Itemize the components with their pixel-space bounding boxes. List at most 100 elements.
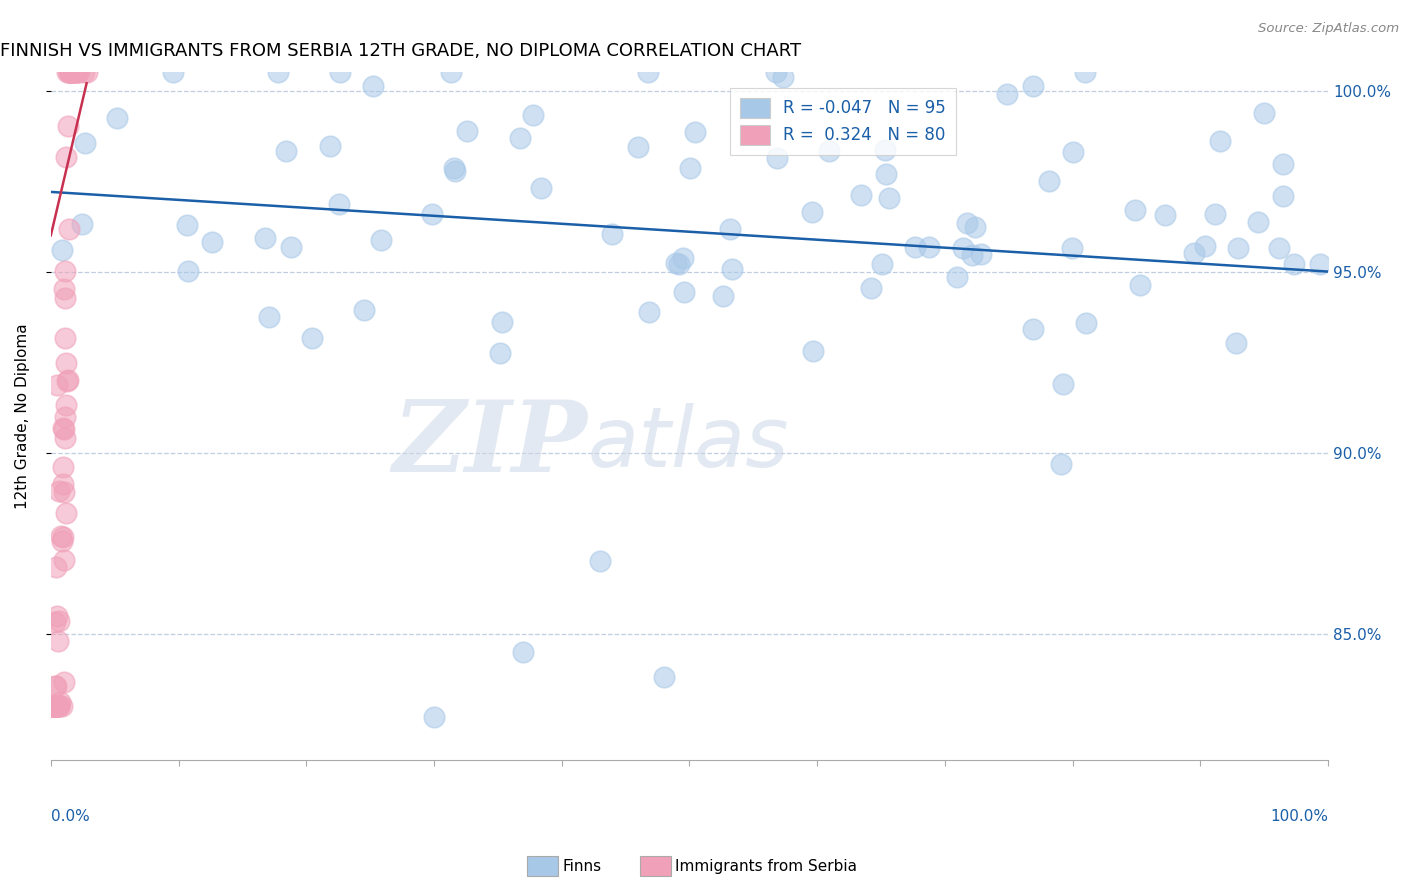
Point (1253, 106, 1275, 120)
Point (105, 111, 128, 125)
Point (52, 553, 75, 567)
Point (1309, 257, 1331, 271)
Point (1022, 78, 1045, 93)
Point (48, 699, 70, 714)
Point (51, 533, 73, 548)
Point (53, 282, 76, 296)
Point (52, 477, 75, 491)
Point (718, 221, 741, 235)
Point (870, 256, 893, 270)
Point (965, 220, 987, 235)
Point (41, 699, 63, 714)
Point (1225, 336, 1247, 351)
Point (41, 699, 63, 714)
Point (53, 430, 76, 444)
Point (41, 699, 63, 714)
Point (711, 289, 734, 303)
Point (672, 285, 695, 299)
Text: 0.0%: 0.0% (51, 808, 90, 823)
Point (1038, 173, 1060, 187)
Point (956, 216, 979, 230)
Point (44, 699, 66, 714)
Text: 100.0%: 100.0% (1270, 808, 1329, 823)
Point (53, 331, 76, 345)
Point (46, 699, 69, 714)
Point (52, 675, 75, 690)
Point (952, 241, 974, 255)
Point (280, 240, 302, 254)
Point (301, 331, 323, 345)
Point (52, 530, 75, 544)
Point (1182, 246, 1205, 260)
Text: Source: ZipAtlas.com: Source: ZipAtlas.com (1258, 22, 1399, 36)
Point (801, 344, 824, 359)
Point (46, 699, 69, 714)
Point (45, 699, 67, 714)
Point (48, 483, 70, 498)
Point (1074, 65, 1097, 79)
Point (818, 144, 841, 158)
Point (176, 218, 198, 232)
Point (456, 123, 478, 137)
Point (652, 670, 675, 684)
Point (66, 65, 89, 79)
Point (370, 233, 392, 247)
Point (254, 231, 277, 245)
Point (45, 699, 67, 714)
Point (52, 460, 75, 475)
Point (512, 645, 534, 659)
Point (970, 247, 993, 261)
Point (55, 356, 77, 370)
Point (875, 167, 897, 181)
Point (997, 87, 1019, 101)
Point (65, 65, 87, 79)
Point (530, 180, 553, 194)
Point (328, 197, 350, 211)
Point (49, 529, 72, 543)
Point (1050, 457, 1073, 471)
Point (257, 310, 280, 325)
Point (1062, 145, 1084, 160)
Point (800, 205, 823, 219)
Point (55, 398, 77, 412)
Point (66, 65, 89, 79)
Point (875, 144, 897, 158)
Point (422, 207, 444, 221)
Point (1052, 376, 1074, 391)
Point (42, 699, 65, 714)
Point (53, 409, 76, 424)
Point (329, 65, 352, 79)
Point (44, 699, 66, 714)
Point (46, 378, 69, 392)
Point (904, 240, 927, 254)
Point (58, 222, 80, 236)
Point (44, 615, 66, 630)
Point (44, 699, 66, 714)
Text: Finns: Finns (562, 859, 602, 873)
Text: FINNISH VS IMMIGRANTS FROM SERBIA 12TH GRADE, NO DIPLOMA CORRELATION CHART: FINNISH VS IMMIGRANTS FROM SERBIA 12TH G… (0, 42, 801, 60)
Point (45, 679, 67, 693)
Point (849, 187, 872, 202)
Point (59, 65, 82, 79)
Point (1129, 277, 1152, 292)
Point (870, 779, 893, 793)
Point (76, 65, 98, 79)
Point (200, 235, 222, 249)
Point (41, 699, 63, 714)
Point (58, 65, 80, 79)
Point (423, 710, 446, 724)
Point (444, 164, 467, 178)
Point (491, 315, 513, 329)
Point (56, 120, 79, 134)
Point (53, 264, 76, 278)
Point (56, 374, 79, 388)
Point (45, 699, 67, 714)
Point (1208, 134, 1230, 148)
Point (1267, 241, 1289, 255)
Point (53, 484, 76, 499)
Point (59, 65, 82, 79)
Point (51, 244, 73, 258)
Point (52, 421, 75, 435)
Point (1153, 208, 1175, 222)
Point (626, 140, 648, 154)
